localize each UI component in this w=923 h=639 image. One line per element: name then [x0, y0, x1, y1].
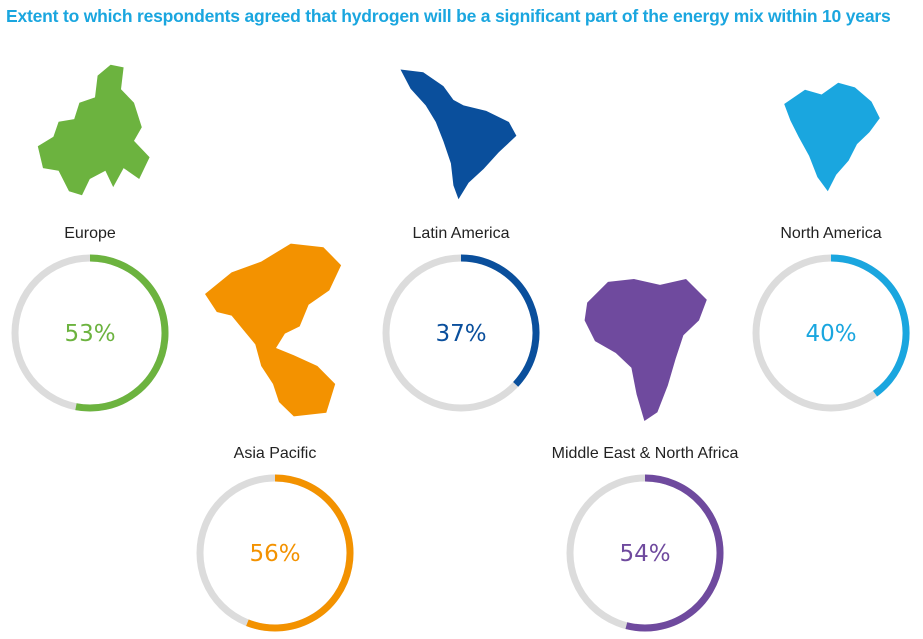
- donut-arc: [625, 474, 724, 632]
- region-group-2: North America 40%: [752, 82, 910, 412]
- donut-arc: [246, 474, 354, 632]
- donut-arc: [75, 254, 169, 412]
- region-group-3: Asia Pacific 56%: [196, 243, 354, 632]
- donut-arc: [830, 254, 910, 397]
- region-label: North America: [780, 225, 881, 242]
- percentage-label: 40%: [805, 321, 856, 347]
- percentage-label: 56%: [249, 541, 300, 567]
- chart-title: Extent to which respondents agreed that …: [6, 6, 891, 26]
- north-america-map-icon: [784, 82, 880, 192]
- region-label: Middle East & North Africa: [552, 445, 739, 462]
- asia-pacific-map-icon: [205, 243, 342, 417]
- percentage-label: 53%: [64, 321, 115, 347]
- region-label: Europe: [64, 225, 116, 242]
- europe-map-icon: [37, 64, 150, 196]
- percentage-label: 37%: [435, 321, 486, 347]
- region-group-0: Europe 53%: [11, 64, 169, 412]
- region-label: Latin America: [413, 225, 510, 242]
- region-group-4: Middle East & North Africa 54%: [552, 279, 739, 632]
- donut-arc: [460, 254, 540, 387]
- region-label: Asia Pacific: [234, 445, 317, 462]
- middle-east-africa-map-icon: [584, 279, 707, 421]
- region-group-1: Latin America 37%: [382, 69, 540, 412]
- latin-america-map-icon: [400, 69, 517, 200]
- percentage-label: 54%: [619, 541, 670, 567]
